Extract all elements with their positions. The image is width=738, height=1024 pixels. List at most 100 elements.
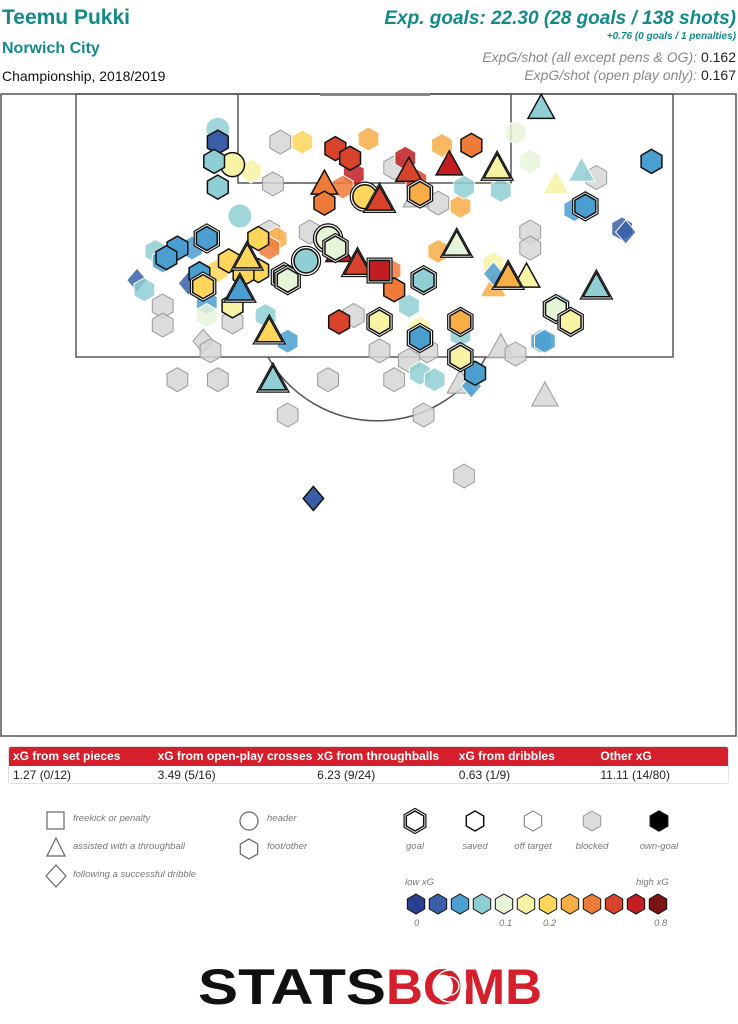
shot-marker-hexagon	[221, 309, 244, 335]
legend-outcome-saved-icon	[465, 810, 485, 832]
shot-marker-hexagon	[460, 132, 483, 159]
shot-marker-triangle	[255, 361, 291, 393]
legend-tick-0-2: 0.2	[543, 918, 557, 929]
player-name: Teemu Pukki	[2, 6, 130, 29]
stats-header-row: xG from set pieces xG from open-play cro…	[9, 747, 728, 766]
shot-marker-hexagon	[640, 148, 663, 175]
shot-marker-hexagon	[155, 244, 178, 271]
legend-outcome-goal-icon	[403, 807, 427, 835]
shot-marker-triangle	[230, 239, 265, 271]
xg-per-shot-all-label: ExpG/shot (all except pens & OG):	[482, 49, 698, 65]
shot-marker-circle	[290, 245, 322, 277]
shot-marker-hexagon	[317, 367, 339, 393]
shot-marker-triangle	[252, 313, 287, 345]
shot-marker-hexagon	[572, 191, 599, 222]
legend-outcome-label: own-goal	[640, 841, 679, 852]
shot-marker-hexagon	[195, 302, 218, 329]
color-scale-swatch	[648, 893, 668, 915]
svg-text:STATS: STATS	[198, 959, 386, 1015]
shot-marker-diamond	[302, 485, 325, 512]
shot-marker-hexagon	[338, 145, 362, 172]
square-icon	[46, 811, 65, 830]
color-scale-swatch	[428, 893, 448, 915]
shot-map	[0, 93, 737, 737]
stats-value-dribbles: 0.63 (1/9)	[458, 768, 511, 782]
shot-marker-hexagon	[274, 264, 301, 296]
triangle-icon	[46, 836, 66, 857]
stats-value-crosses: 3.49 (5/16)	[157, 768, 216, 782]
color-scale-swatch	[516, 893, 536, 915]
shot-marker-hexagon	[519, 235, 542, 261]
shot-marker-hexagon	[291, 129, 314, 155]
stats-value-other: 11.11 (14/80)	[600, 768, 670, 782]
legend-tick-0-1: 0.1	[499, 918, 512, 929]
shot-marker-triangle	[530, 380, 559, 407]
xg-per-shot-open: ExpG/shot (open play only): 0.167	[384, 66, 736, 84]
shot-marker-hexagon	[431, 132, 453, 158]
shot-marker-hexagon	[206, 129, 229, 155]
shot-marker-hexagon	[276, 402, 299, 428]
legend-outcome-label: saved	[462, 841, 488, 852]
shot-marker-hexagon	[534, 328, 556, 354]
shot-marker-hexagon	[447, 306, 474, 338]
legend-outcome-own-icon	[649, 810, 669, 832]
stats-header-dribbles: xG from dribbles	[458, 749, 555, 763]
legend-outcome-off-icon	[523, 810, 543, 832]
shot-marker-hexagon	[557, 306, 584, 338]
shot-marker-triangle	[579, 268, 614, 300]
shot-marker-hexagon	[313, 190, 336, 216]
shot-marker-triangle	[439, 226, 474, 258]
legend-label-triangle: assisted with a throughball	[73, 841, 186, 852]
shot-marker-hexagon	[189, 271, 217, 302]
shot-marker-hexagon	[489, 177, 512, 203]
legend-color-scale	[406, 893, 668, 915]
shot-marker-hexagon	[453, 463, 475, 489]
xg-summary: Exp. goals: 22.30 (28 goals / 138 shots)	[384, 8, 736, 29]
shot-marker-triangle	[394, 155, 424, 182]
header-left: Teemu Pukki Norwich City Championship, 2…	[2, 6, 165, 84]
legend: freekick or penalty assisted with a thro…	[45, 807, 679, 929]
shot-marker-hexagon	[133, 277, 156, 303]
svg-text:BOMB: BOMB	[386, 959, 542, 1015]
statsbomb-logo: STATS BOMB	[198, 959, 542, 1015]
shot-marker-hexagon	[327, 309, 351, 335]
legend-outcome-label: goal	[406, 841, 425, 852]
team-name: Norwich City	[2, 40, 100, 57]
shot-marker-hexagon	[247, 225, 270, 252]
color-scale-swatch	[604, 893, 624, 915]
shot-marker-hexagon	[519, 148, 542, 174]
xg-per-shot-all: ExpG/shot (all except pens & OG): 0.162	[384, 48, 736, 66]
legend-tick-0-8: 0.8	[654, 918, 668, 929]
legend-outcome-blocked-icon	[582, 810, 602, 832]
xg-per-shot-open-value: 0.167	[700, 67, 736, 83]
diamond-icon	[45, 864, 67, 888]
legend-label-square: freekick or penalty	[73, 813, 151, 824]
circle-icon	[239, 811, 259, 831]
stats-header-other: Other xG	[600, 749, 652, 763]
shot-marker-triangle	[480, 149, 515, 181]
legend-tick-0: 0	[414, 918, 420, 929]
shot-marker-hexagon	[262, 171, 284, 197]
legend-low-xg: low xG	[405, 877, 434, 888]
hexagon-icon	[239, 838, 259, 860]
shot-marker-hexagon	[203, 148, 226, 175]
stats-value-throughballs: 6.23 (9/24)	[317, 768, 376, 782]
shot-marker-diamond	[614, 219, 637, 245]
color-scale-swatch	[450, 893, 470, 915]
shot-marker-hexagon	[423, 367, 446, 393]
shot-marker-hexagon	[368, 338, 391, 364]
legend-outcome-label: off target	[514, 841, 552, 852]
legend-outcome-label: blocked	[576, 841, 609, 852]
competition-label: Championship, 2018/2019	[2, 68, 166, 84]
shot-marker-triangle	[526, 93, 556, 120]
color-scale-swatch	[538, 893, 558, 915]
stats-header-crosses: xG from open-play crosses	[157, 749, 313, 763]
legend-outcomes: goal saved off target blocked own-goal	[403, 807, 679, 852]
shot-marker-hexagon	[504, 341, 527, 367]
legend-high-xg: high xG	[636, 877, 669, 888]
color-scale-swatch	[494, 893, 514, 915]
color-scale-swatch	[582, 893, 602, 915]
shot-marker-hexagon	[447, 341, 474, 373]
shot-marker-hexagon	[193, 223, 220, 254]
shot-marker-triangle	[491, 258, 526, 290]
